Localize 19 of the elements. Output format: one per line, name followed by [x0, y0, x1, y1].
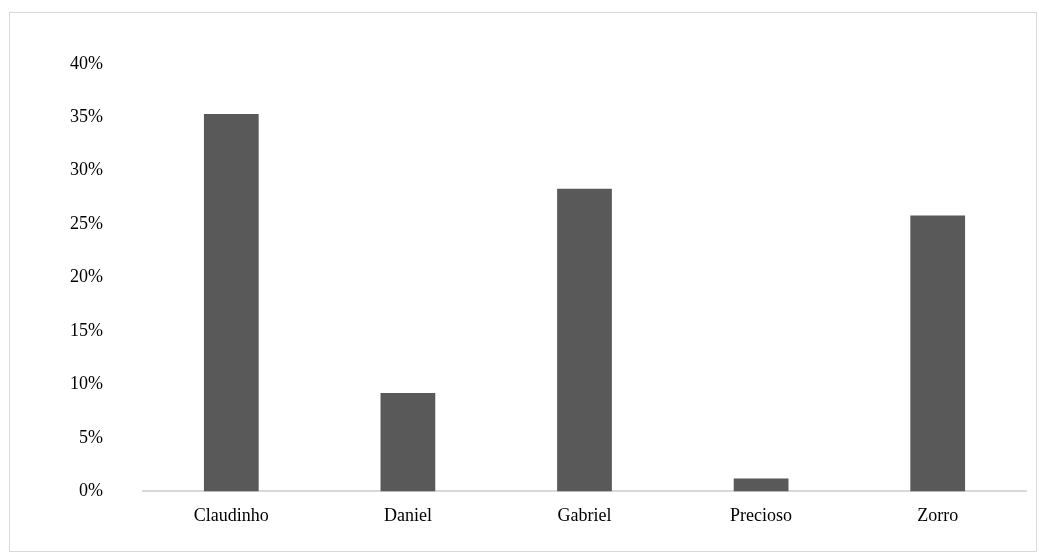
bar [557, 188, 612, 492]
y-tick-label: 20% [69, 266, 103, 287]
bar [910, 215, 966, 492]
x-tick-label: Daniel [383, 504, 432, 525]
y-tick-label: 25% [69, 212, 103, 233]
y-tick-label: 30% [69, 159, 103, 180]
bar [380, 393, 436, 492]
y-tick-label: 10% [69, 373, 103, 394]
x-tick-label: Zorro [917, 504, 959, 525]
x-tick-label: Claudinho [193, 504, 269, 525]
y-tick-label: 15% [69, 319, 103, 340]
y-tick-label: 5% [78, 426, 103, 447]
bar [203, 114, 259, 492]
x-tick-label: Precioso [730, 504, 793, 525]
x-tick-label: Gabriel [557, 504, 612, 525]
bar [733, 478, 789, 492]
y-tick-label: 35% [69, 105, 103, 126]
y-tick-label: 0% [78, 480, 103, 501]
y-tick-label: 40% [69, 52, 103, 73]
